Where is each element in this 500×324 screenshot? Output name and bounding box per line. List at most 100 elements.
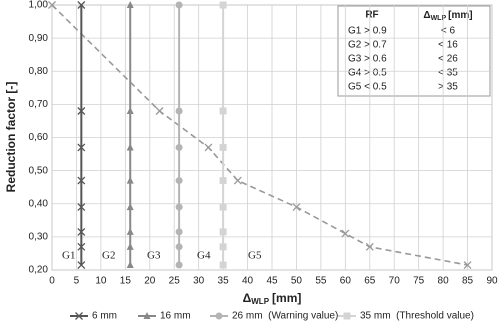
marker — [77, 242, 86, 251]
x-tick-label: 30 — [193, 276, 205, 287]
legend-marker — [215, 312, 223, 320]
x-tick-label: 10 — [95, 276, 107, 287]
x-label-symbol: Δ — [243, 291, 252, 305]
marker — [175, 177, 183, 185]
y-tick-label: 0,40 — [29, 198, 49, 209]
marker — [77, 227, 86, 236]
y-axis-label: Reduction factor [-] — [4, 82, 18, 193]
marker — [126, 227, 134, 235]
table-header: RF — [365, 10, 378, 21]
header-sub: WLP — [431, 15, 447, 22]
x-label-unit: [mm] — [272, 291, 301, 305]
x-tick-label: 70 — [389, 276, 401, 287]
marker — [126, 261, 134, 269]
table-cell: < 35 — [438, 68, 458, 79]
marker — [126, 203, 134, 211]
header-unit: [mm] — [448, 10, 472, 21]
marker — [175, 107, 183, 115]
x-tick-label: 20 — [144, 276, 156, 287]
marker — [126, 1, 134, 8]
y-tick-label: 0,90 — [29, 33, 49, 44]
marker — [126, 107, 134, 114]
legend-marker — [75, 312, 83, 320]
region-label: G3 — [147, 250, 161, 262]
marker — [463, 261, 472, 269]
marker — [341, 229, 350, 238]
marker — [126, 176, 134, 184]
marker — [77, 176, 86, 185]
marker — [175, 228, 183, 236]
region-label: G2 — [102, 250, 115, 262]
marker — [219, 1, 227, 9]
table-header: ΔWLP [mm] — [423, 10, 472, 22]
table-cell: G2 > 0.7 — [348, 40, 387, 51]
marker — [219, 228, 227, 236]
x-tick-label: 65 — [364, 276, 376, 287]
y-tick-label: 0,60 — [29, 132, 49, 143]
x-tick-label: 60 — [340, 276, 352, 287]
table-cell: G4 > 0.5 — [348, 68, 387, 79]
x-label-sub: WLP — [251, 297, 269, 306]
legend-marker — [143, 312, 151, 319]
y-tick-label: 0,80 — [29, 66, 49, 77]
x-tick-label: 90 — [486, 276, 498, 287]
marker — [204, 143, 213, 152]
x-tick-label: 80 — [438, 276, 450, 287]
marker — [77, 143, 86, 152]
x-tick-label: 15 — [120, 276, 132, 287]
marker — [126, 242, 134, 250]
marker — [219, 177, 227, 185]
y-tick-label: 0,50 — [29, 165, 49, 176]
table-cell: G5 < 0.5 — [348, 82, 387, 93]
curve-line — [51, 4, 468, 266]
table-cell: G3 > 0.6 — [348, 54, 387, 65]
region-label: G5 — [248, 250, 262, 262]
x-tick-label: 75 — [413, 276, 425, 287]
marker — [77, 1, 86, 9]
marker — [365, 242, 374, 251]
table-cell: < 16 — [438, 40, 458, 51]
legend-label: 16 mm — [160, 311, 191, 322]
legend-label: 35 mm (Threshold value) — [360, 311, 474, 322]
marker — [175, 243, 183, 251]
marker — [126, 143, 134, 151]
table-cell: < 26 — [438, 54, 458, 65]
marker — [219, 243, 227, 251]
x-axis-label: ΔWLP [mm] — [243, 291, 302, 306]
x-tick-label: 35 — [218, 276, 230, 287]
header-symbol: Δ — [423, 10, 430, 21]
marker — [219, 261, 227, 269]
marker — [292, 203, 301, 212]
marker — [77, 107, 86, 115]
marker — [175, 261, 183, 269]
legend-label: 26 mm (Warning value) — [232, 311, 338, 322]
table-cell: < 6 — [441, 26, 456, 37]
region-label: G1 — [62, 250, 75, 262]
y-tick-label: 0,70 — [29, 99, 49, 110]
marker — [48, 1, 56, 9]
x-tick-label: 0 — [49, 276, 55, 287]
table-cell: > 35 — [438, 82, 458, 93]
rf-table: RF ΔWLP [mm] G1 > 0.9 < 6 G2 > 0.7 < 16 G3 > … — [337, 5, 491, 97]
x-tick-label: 50 — [291, 276, 303, 287]
marker — [219, 203, 227, 211]
y-tick-label: 0,20 — [29, 265, 49, 276]
marker — [233, 176, 242, 185]
marker — [175, 203, 183, 211]
x-tick-label: 5 — [74, 276, 80, 287]
marker — [77, 203, 86, 212]
x-tick-label: 40 — [242, 276, 254, 287]
x-tick-label: 25 — [169, 276, 181, 287]
marker — [155, 107, 164, 115]
marker — [77, 261, 86, 269]
legend-marker — [343, 312, 351, 320]
table-box — [337, 5, 491, 97]
marker — [175, 143, 183, 151]
legend-label: 6 mm — [92, 311, 117, 322]
marker — [175, 1, 183, 9]
y-tick-label: 0,30 — [29, 232, 49, 243]
y-tick-label: 1,00 — [29, 0, 49, 11]
x-tick-label: 45 — [266, 276, 278, 287]
marker — [219, 143, 227, 151]
